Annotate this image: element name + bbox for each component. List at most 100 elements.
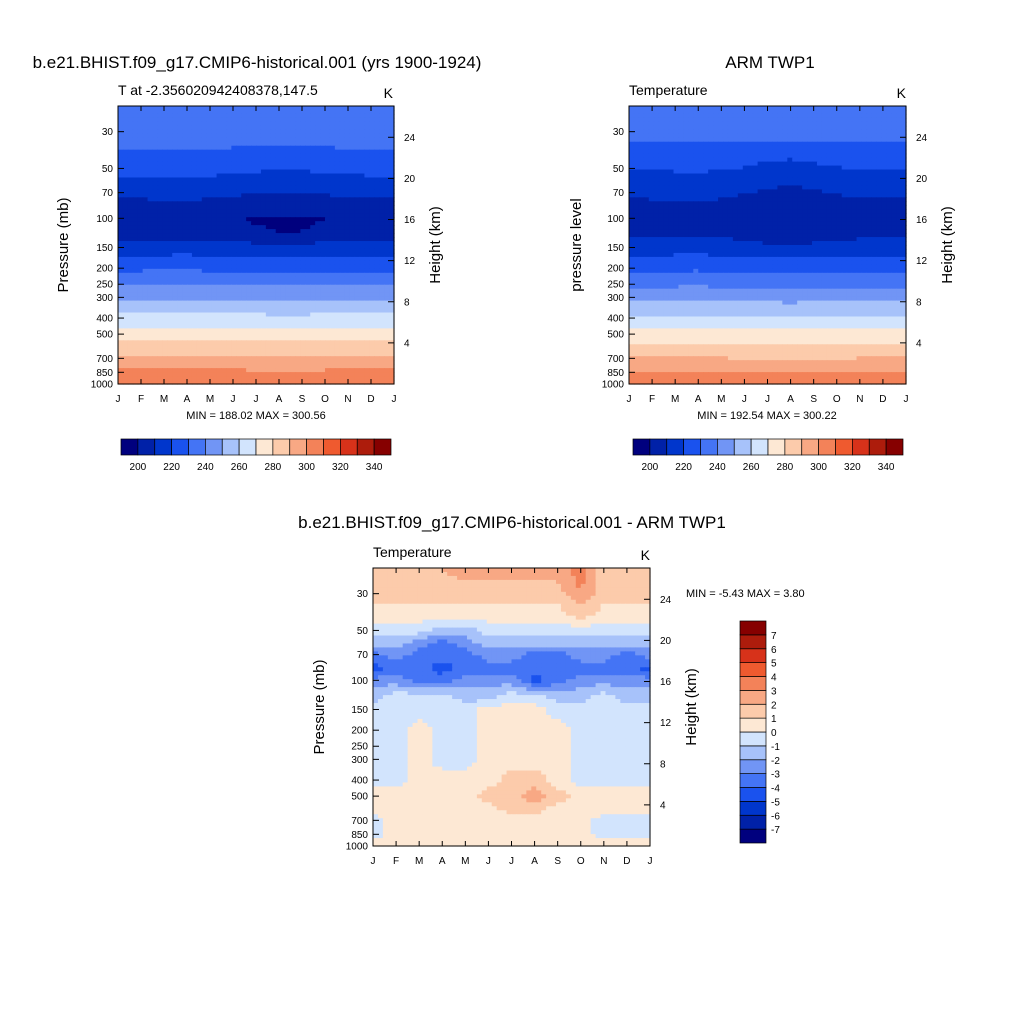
contour-cell — [339, 332, 346, 337]
contour-cell — [246, 264, 252, 270]
contour-cell — [722, 145, 729, 151]
contour-cell — [191, 213, 198, 218]
contour-cell — [846, 141, 853, 147]
contour-cell — [157, 165, 163, 171]
contour-cell — [201, 189, 208, 194]
contour-cell — [797, 161, 803, 167]
contour-cell — [359, 380, 366, 385]
contour-cell — [349, 300, 356, 306]
contour-cell — [132, 316, 139, 322]
contour-cell — [629, 145, 635, 151]
contour-cell — [201, 121, 208, 127]
contour-cell — [157, 368, 163, 373]
contour-cell — [246, 161, 252, 167]
contour-cell — [329, 344, 336, 349]
contour-cell — [221, 133, 228, 139]
contour-cell — [256, 296, 262, 302]
contour-cell — [334, 189, 341, 194]
contour-cell — [152, 332, 159, 337]
contour-cell — [339, 340, 346, 345]
contour-cell — [315, 209, 321, 214]
contour-cell — [787, 141, 793, 147]
contour-cell — [856, 129, 863, 135]
contour-cell — [147, 380, 154, 385]
contour-cell — [901, 141, 907, 147]
contour-cell — [142, 133, 149, 139]
contour-cell — [310, 320, 316, 326]
contour-cell — [821, 125, 828, 131]
contour-cell — [821, 113, 828, 119]
contour-cell — [142, 284, 149, 290]
contour-cell — [325, 280, 331, 286]
contour-cell — [772, 157, 778, 163]
contour-cell — [221, 121, 228, 127]
contour-cell — [118, 300, 124, 306]
contour-cell — [241, 312, 247, 318]
contour-cell — [349, 113, 356, 119]
contour-cell — [251, 352, 257, 357]
contour-cell — [211, 312, 218, 318]
contour-cell — [285, 153, 292, 159]
contour-cell — [339, 324, 346, 329]
contour-cell — [851, 157, 858, 163]
contour-cell — [162, 288, 168, 294]
contour-cell — [270, 280, 277, 286]
contour-cell — [891, 165, 897, 171]
contour-cell — [226, 348, 232, 353]
contour-cell — [256, 193, 262, 198]
contour-cell — [737, 169, 744, 175]
contour-cell — [389, 324, 395, 329]
contour-cell — [285, 121, 292, 127]
contour-cell — [241, 106, 247, 111]
contour-cell — [379, 157, 385, 163]
contour-cell — [851, 153, 858, 159]
contour-cell — [157, 300, 163, 306]
contour-cell — [275, 340, 282, 345]
contour-cell — [162, 248, 168, 254]
contour-cell — [782, 133, 788, 139]
contour-cell — [191, 141, 198, 147]
contour-cell — [127, 348, 134, 353]
contour-cell — [821, 141, 828, 147]
contour-cell — [256, 324, 262, 329]
contour-cell — [300, 380, 306, 385]
contour-cell — [295, 193, 301, 198]
contour-cell — [320, 352, 326, 357]
contour-cell — [389, 368, 395, 373]
contour-cell — [300, 332, 306, 337]
contour-cell — [260, 117, 267, 123]
contour-cell — [777, 106, 783, 111]
contour-cell — [236, 288, 242, 294]
contour-cell — [285, 197, 292, 202]
contour-cell — [727, 161, 734, 167]
contour-cell — [211, 340, 218, 345]
contour-cell — [182, 205, 188, 210]
contour-cell — [344, 328, 351, 333]
contour-cell — [127, 288, 134, 294]
contour-cell — [349, 296, 356, 302]
contour-cell — [167, 245, 173, 250]
contour-cell — [152, 372, 159, 377]
contour-cell — [275, 169, 282, 175]
contour-cell — [251, 189, 257, 194]
contour-cell — [772, 129, 778, 135]
contour-cell — [315, 193, 321, 198]
contour-cell — [196, 185, 203, 190]
contour-cell — [122, 137, 129, 143]
contour-cell — [122, 256, 129, 262]
contour-cell — [191, 137, 198, 143]
contour-cell — [374, 217, 380, 222]
contour-cell — [389, 348, 395, 353]
contour-cell — [142, 161, 149, 167]
contour-cell — [359, 201, 366, 206]
contour-cell — [152, 336, 159, 341]
contour-cell — [221, 336, 228, 341]
contour-cell — [886, 149, 892, 155]
contour-cell — [310, 288, 316, 294]
contour-cell — [172, 145, 178, 151]
contour-cell — [251, 217, 257, 222]
contour-cell — [339, 256, 346, 262]
contour-cell — [325, 221, 331, 226]
contour-cell — [280, 304, 287, 310]
contour-cell — [797, 165, 803, 171]
